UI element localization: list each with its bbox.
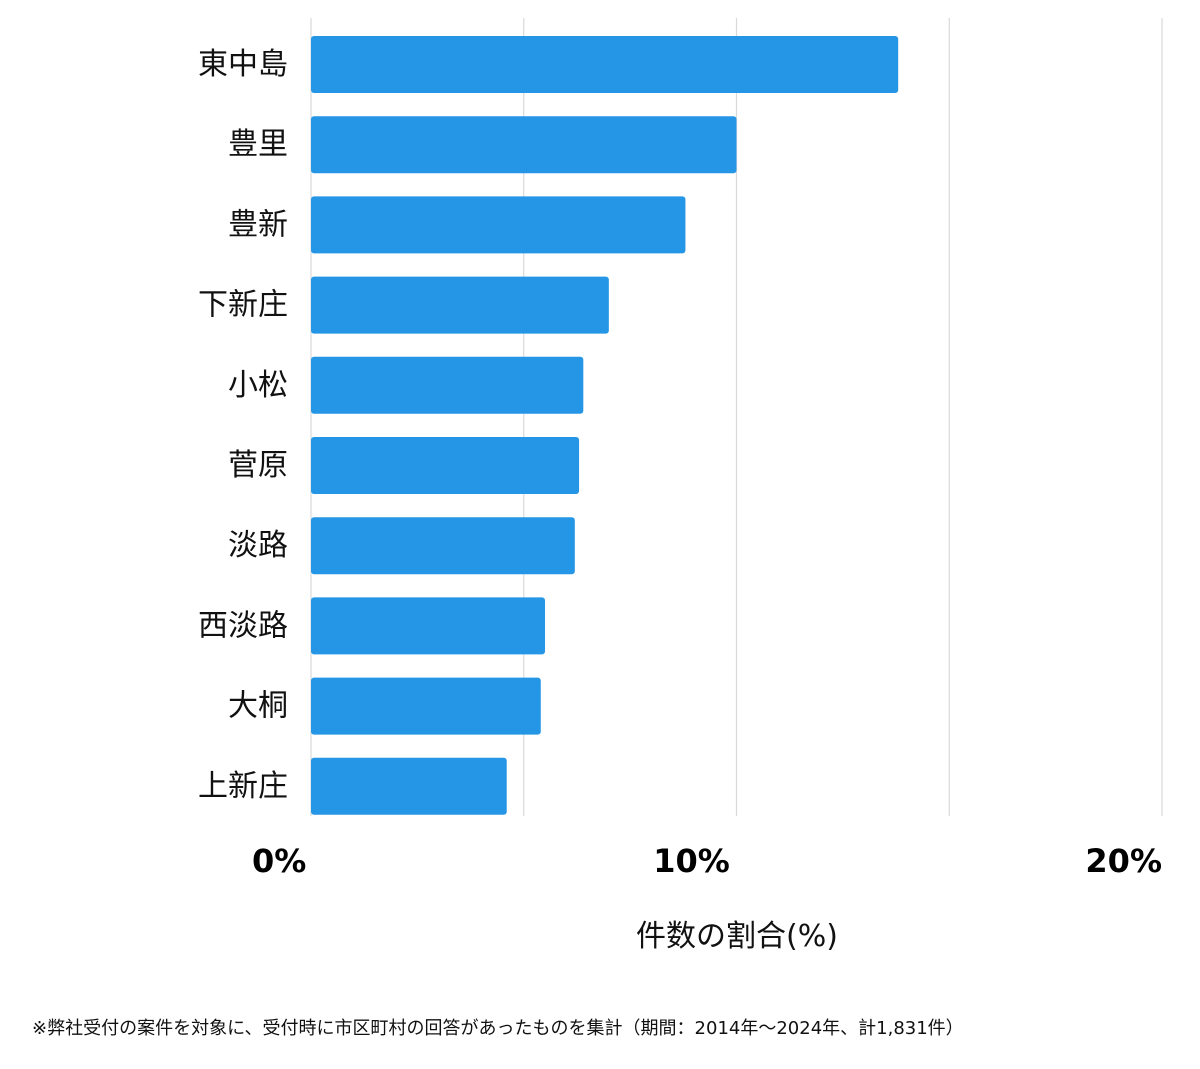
category-label: 大桐 xyxy=(228,689,288,724)
x-tick-labels: 0% 10% 20% xyxy=(252,842,1162,880)
x-axis-title: 件数の割合(%) xyxy=(636,919,838,954)
category-label: 上新庄 xyxy=(198,769,288,804)
bar xyxy=(311,437,580,494)
category-label: 豊新 xyxy=(228,207,288,242)
bar xyxy=(311,757,507,815)
bars xyxy=(311,36,899,815)
bar xyxy=(311,677,541,735)
bar xyxy=(311,196,686,254)
category-label: 淡路 xyxy=(228,528,288,563)
bar xyxy=(311,356,584,414)
category-label: 豊里 xyxy=(228,127,288,162)
category-label: 西淡路 xyxy=(198,608,288,643)
category-label: 小松 xyxy=(228,368,288,403)
bar xyxy=(311,276,609,334)
category-label: 菅原 xyxy=(228,448,288,483)
bar xyxy=(311,517,575,575)
category-label: 下新庄 xyxy=(198,288,288,323)
x-tick-label: 10% xyxy=(653,842,730,880)
x-tick-label: 20% xyxy=(1085,842,1162,880)
category-label: 東中島 xyxy=(198,47,288,82)
bar xyxy=(311,36,899,93)
footnote: ※弊社受付の案件を対象に、受付時に市区町村の回答があったものを集計（期間：201… xyxy=(32,1018,964,1039)
x-tick-label: 0% xyxy=(252,842,306,880)
bar xyxy=(311,597,546,655)
bar xyxy=(311,116,737,174)
